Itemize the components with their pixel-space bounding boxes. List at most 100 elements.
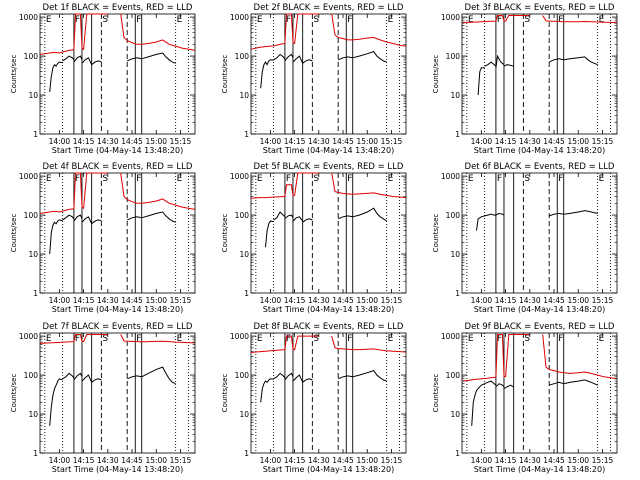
x-axis-label: Start Time (04-May-14 13:48:20) [474, 465, 605, 474]
y-tick-label: 1 [33, 289, 38, 298]
marker-label: E [257, 15, 263, 25]
y-axis-label: Counts/sec [10, 55, 18, 94]
x-tick-label: 14:00 [471, 137, 493, 146]
chart-title: Det 6f BLACK = Events, RED = LLD [465, 162, 615, 172]
events-series-line [476, 215, 485, 231]
lld-series-line [120, 334, 196, 344]
x-axis-label: Start Time (04-May-14 13:48:20) [263, 146, 394, 155]
marker-label: E [388, 174, 394, 184]
events-series-line [141, 366, 176, 385]
marker-label: F [286, 334, 291, 344]
x-tick-label: 15:00 [145, 137, 167, 146]
x-tick-label: 15:00 [145, 296, 167, 305]
x-tick-label: 15:00 [567, 137, 589, 146]
marker-label: F [75, 15, 80, 25]
events-series-line [484, 61, 497, 67]
x-tick-label: 14:45 [332, 456, 354, 465]
x-tick-label: 14:30 [308, 137, 330, 146]
y-tick-label: 100 [24, 211, 39, 220]
x-tick-label: 14:45 [543, 456, 565, 465]
lld-series-line [461, 15, 530, 24]
marker-label: S [102, 334, 108, 344]
events-series-line [73, 214, 83, 222]
marker-label: F [286, 174, 291, 184]
y-tick-label: 100 [446, 371, 461, 380]
events-series-line [563, 379, 598, 386]
x-tick-label: 15:00 [356, 456, 378, 465]
y-tick-label: 1 [244, 289, 249, 298]
x-tick-label: 14:15 [495, 137, 517, 146]
marker-label: E [388, 15, 394, 25]
marker-label: E [46, 174, 52, 184]
x-tick-label: 14:45 [121, 296, 143, 305]
marker-label: E [388, 334, 394, 344]
y-axis-label: Counts/sec [221, 55, 229, 94]
x-tick-label: 14:00 [49, 137, 71, 146]
events-series-line [292, 374, 304, 383]
events-series-line [503, 384, 514, 390]
y-tick-label: 1000 [19, 13, 38, 22]
plot-frame [250, 332, 407, 454]
events-series-line [338, 56, 353, 61]
y-tick-label: 10 [450, 250, 460, 259]
marker-label: F [347, 334, 352, 344]
y-tick-label: 100 [235, 52, 250, 61]
marker-label: S [313, 174, 319, 184]
lld-series-line [542, 334, 618, 380]
chart-panel-4: Det 4f BLACK = Events, RED = LLD E F S F E 14:… [10, 162, 196, 314]
x-tick-label: 14:15 [284, 456, 306, 465]
events-series-line [265, 220, 274, 248]
y-tick-label: 10 [450, 410, 460, 419]
events-series-line [62, 372, 75, 380]
x-tick-label: 14:15 [495, 296, 517, 305]
events-series-line [563, 56, 598, 66]
marker-label: E [599, 334, 605, 344]
events-series-line [126, 57, 142, 62]
x-axis-label: Start Time (04-May-14 13:48:20) [474, 146, 605, 155]
lld-series-line [39, 49, 74, 55]
marker-label: S [313, 334, 319, 344]
plot-frame [250, 13, 407, 135]
marker-label: E [46, 15, 52, 25]
events-series-line [302, 218, 313, 223]
x-tick-label: 14:00 [471, 456, 493, 465]
y-tick-label: 10 [450, 91, 460, 100]
x-tick-label: 14:15 [73, 456, 95, 465]
lld-series-line [331, 172, 407, 199]
events-series-line [62, 55, 75, 62]
events-series-line [284, 214, 294, 220]
marker-label: F [497, 15, 502, 25]
y-tick-label: 10 [28, 91, 38, 100]
marker-label: F [136, 15, 141, 25]
events-series-line [73, 372, 83, 381]
marker-label: F [286, 15, 291, 25]
y-axis-label: Counts/sec [432, 374, 440, 413]
events-series-line [292, 216, 304, 222]
x-tick-label: 15:15 [592, 456, 614, 465]
y-tick-label: 1000 [19, 332, 38, 341]
y-tick-label: 1 [244, 130, 249, 139]
lld-series-line [250, 335, 319, 353]
y-tick-label: 1 [455, 449, 460, 458]
x-tick-label: 14:30 [519, 296, 541, 305]
x-tick-label: 15:00 [567, 456, 589, 465]
lld-series-line [284, 172, 319, 197]
lld-series-line [73, 172, 108, 210]
y-tick-label: 100 [235, 211, 250, 220]
events-series-line [495, 212, 505, 216]
y-tick-label: 1 [244, 449, 249, 458]
chart-panel-7: Det 7f BLACK = Events, RED = LLD E F S F E 14:… [10, 322, 196, 474]
x-tick-label: 14:45 [332, 296, 354, 305]
events-series-line [273, 211, 286, 221]
x-axis-label: Start Time (04-May-14 13:48:20) [52, 465, 183, 474]
y-axis-label: Counts/sec [10, 214, 18, 253]
x-tick-label: 14:30 [97, 137, 119, 146]
x-tick-label: 14:45 [121, 456, 143, 465]
events-series-line [127, 375, 142, 380]
lld-series-line [461, 376, 496, 382]
events-series-line [260, 59, 274, 89]
lld-series-line [284, 13, 319, 45]
x-tick-label: 14:15 [284, 137, 306, 146]
y-axis-label: Counts/sec [432, 214, 440, 253]
events-series-line [338, 215, 353, 220]
